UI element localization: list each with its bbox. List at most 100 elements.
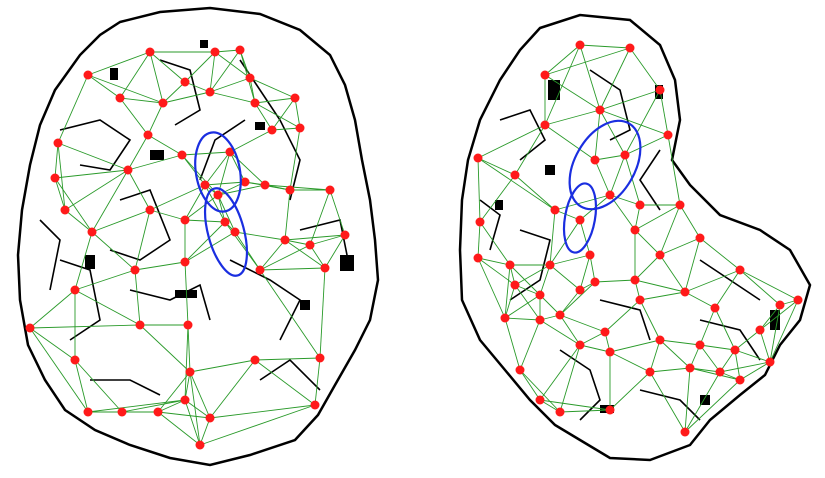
network-edge (119, 97, 164, 104)
network-edge (209, 359, 256, 419)
network-edge (579, 331, 606, 346)
network-node (505, 260, 515, 270)
network-edge (599, 109, 626, 156)
network-node (83, 70, 93, 80)
right-brain-outline (458, 13, 812, 462)
network-edge (309, 234, 346, 246)
network-node (655, 250, 665, 260)
network-edge (119, 51, 151, 99)
network-edge (544, 44, 581, 76)
network-edge (162, 91, 211, 104)
network-node (117, 407, 127, 417)
network-edge (209, 91, 256, 104)
network-node (325, 185, 335, 195)
network-edge (184, 324, 189, 401)
network-node (540, 70, 550, 80)
network-node (655, 85, 665, 95)
network-edge (684, 379, 741, 433)
network-edge (559, 314, 606, 333)
network-node (655, 335, 665, 345)
network-edge (549, 264, 581, 291)
network-node (735, 375, 745, 385)
network-edge (162, 81, 186, 104)
network-edge (769, 299, 799, 363)
network-node (695, 233, 705, 243)
network-node (70, 355, 80, 365)
network-edge (599, 47, 631, 111)
network-node (290, 93, 300, 103)
network-node (500, 313, 510, 323)
network-edge (514, 264, 551, 286)
network-edge (184, 399, 211, 419)
regions-of-interest (194, 119, 642, 277)
network-edge (594, 109, 601, 161)
left-brain-outline (16, 6, 380, 467)
network-node (235, 45, 245, 55)
network-node (130, 265, 140, 275)
network-edge (609, 351, 651, 373)
network-edge (134, 209, 151, 271)
network-edge (181, 154, 206, 186)
network-edge (229, 151, 246, 183)
network-node (135, 320, 145, 330)
network-node (180, 77, 190, 87)
network-edge (209, 49, 241, 93)
network-edge (479, 221, 511, 266)
network-node (255, 265, 265, 275)
network-edge (54, 169, 129, 179)
network-edge (184, 231, 236, 263)
network-node (185, 367, 195, 377)
network-edge (589, 254, 596, 283)
network-edge (91, 169, 129, 233)
network-edge (504, 317, 521, 371)
network-edge (264, 184, 331, 191)
network-edge (57, 142, 129, 171)
network-node (200, 180, 210, 190)
network-edge (609, 154, 626, 196)
network-edge (719, 361, 771, 373)
network-edge (187, 324, 191, 373)
network-edge (594, 154, 626, 161)
network-edge (289, 127, 301, 191)
network-edge (477, 124, 546, 159)
network-edge (554, 194, 611, 211)
network-edge (539, 294, 561, 316)
network-edge (659, 339, 701, 346)
network-node (620, 150, 630, 160)
network-edge (324, 234, 346, 269)
network-node (53, 138, 63, 148)
network-node (635, 200, 645, 210)
network-edge (309, 244, 326, 269)
network-edge (519, 369, 541, 401)
network-edge (477, 157, 556, 211)
network-node (540, 120, 550, 130)
network-node (143, 130, 153, 140)
network-edge (87, 399, 186, 413)
network-edge (29, 324, 141, 329)
network-node (575, 285, 585, 295)
network-edge (544, 109, 601, 126)
network-edge (514, 284, 541, 321)
network-edge (57, 142, 66, 211)
network-node (625, 43, 635, 53)
network-node (775, 300, 785, 310)
network-node (630, 275, 640, 285)
roi-ellipse (562, 182, 598, 254)
network-edge (579, 344, 611, 353)
network-node (510, 280, 520, 290)
network-edge (559, 344, 581, 413)
network-node (250, 355, 260, 365)
network-edge (514, 174, 556, 211)
network-edge (504, 317, 541, 321)
network-edge (684, 237, 701, 293)
network-node (183, 320, 193, 330)
network-edge (54, 142, 59, 179)
network-edge (544, 124, 596, 161)
network-edge (217, 194, 226, 223)
network-node (87, 227, 97, 237)
network-edge (284, 189, 291, 241)
network-edge (284, 234, 346, 241)
network-edge (519, 369, 561, 413)
network-node (555, 407, 565, 417)
